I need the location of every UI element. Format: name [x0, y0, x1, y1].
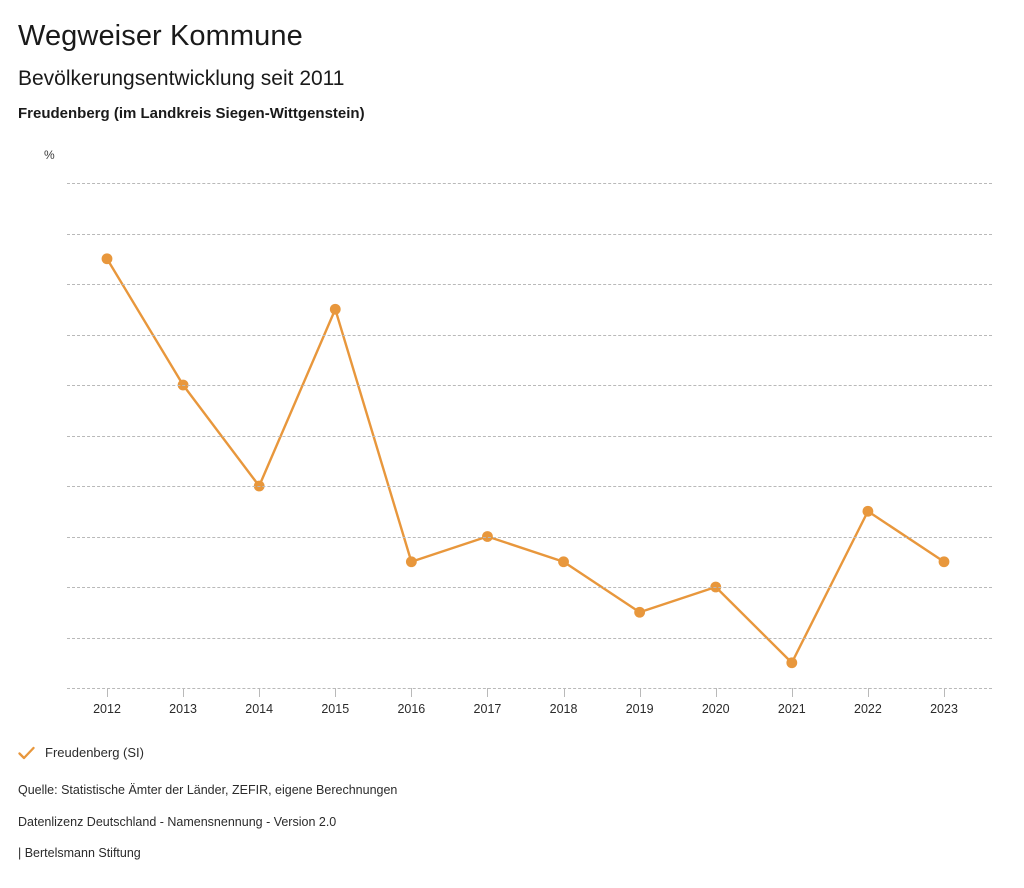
y-gridline [67, 233, 992, 235]
data-point-marker[interactable] [558, 556, 569, 568]
y-gridline [67, 435, 992, 437]
data-point-marker[interactable] [938, 556, 950, 568]
x-axis-tick-label: 2019 [625, 702, 654, 716]
chart-legend[interactable]: Freudenberg (SI) [18, 745, 144, 760]
data-point-marker[interactable] [786, 657, 798, 669]
x-axis-tick-label: 2020 [701, 702, 730, 716]
x-axis-tick-label: 2017 [473, 702, 502, 716]
chart-container: % 0,0-0,2-0,4-0,6-0,8-1,0-1,2-1,4-1,6-1,… [0, 140, 1024, 730]
x-axis-tick-label: 2014 [245, 702, 274, 716]
x-axis-tick-mark [791, 688, 793, 697]
y-gridline [67, 334, 992, 336]
y-axis-unit-label: % [44, 148, 55, 162]
chart-footer: Quelle: Statistische Ämter der Länder, Z… [18, 784, 978, 860]
x-axis-tick-mark [715, 688, 717, 697]
data-point-marker[interactable] [329, 303, 341, 315]
y-gridline [67, 536, 992, 538]
y-gridline [67, 688, 992, 689]
data-point-marker[interactable] [405, 556, 417, 568]
chart-locality: Freudenberg (im Landkreis Siegen-Wittgen… [18, 105, 365, 122]
x-axis-tick-label: 2023 [930, 702, 958, 716]
data-point-marker[interactable] [634, 606, 646, 618]
x-axis-tick-mark [107, 688, 108, 697]
x-axis-tick-label: 2016 [397, 702, 426, 716]
x-axis-tick-mark [639, 688, 641, 697]
plot-area: 0,0-0,2-0,4-0,6-0,8-1,0-1,2-1,4-1,6-1,8-… [67, 183, 992, 716]
y-gridline [67, 183, 992, 184]
x-axis-tick-label: 2012 [93, 702, 121, 716]
x-axis-tick-mark [183, 688, 185, 697]
series-line [105, 257, 946, 664]
x-axis-tick-mark [944, 688, 945, 697]
x-axis-tick-mark [867, 688, 869, 697]
page-title: Wegweiser Kommune [18, 20, 303, 52]
y-gridline [67, 385, 992, 386]
x-axis-tick-mark [335, 688, 337, 697]
y-gridline [67, 587, 992, 588]
chart-subtitle: Bevölkerungsentwicklung seit 2011 [18, 67, 345, 90]
footer-license: Datenlizenz Deutschland - Namensnennung … [18, 814, 337, 829]
y-gridline [67, 637, 992, 639]
x-axis-tick-mark [411, 688, 413, 697]
x-axis-tick-label: 2015 [321, 702, 350, 716]
y-gridline [67, 284, 992, 285]
x-axis-tick-mark [563, 688, 565, 697]
x-axis-tick-label: 2021 [777, 702, 806, 716]
x-axis-tick-label: 2013 [169, 702, 197, 716]
check-icon[interactable] [18, 746, 35, 760]
data-point-marker[interactable] [862, 505, 874, 517]
line-series-freudenberg [101, 253, 950, 669]
x-axis-tick-mark [487, 688, 489, 697]
data-point-marker[interactable] [101, 253, 113, 265]
x-axis-tick-label: 2018 [549, 702, 578, 716]
chart-header: Wegweiser Kommune Bevölkerungsentwicklun… [18, 0, 998, 122]
footer-publisher: | Bertelsmann Stiftung [18, 846, 141, 860]
y-gridline [67, 486, 992, 487]
legend-item-label[interactable]: Freudenberg (SI) [45, 745, 144, 760]
x-axis-tick-mark [259, 688, 261, 697]
x-axis-tick-label: 2022 [854, 702, 882, 716]
footer-source: Quelle: Statistische Ämter der Länder, Z… [18, 783, 398, 797]
